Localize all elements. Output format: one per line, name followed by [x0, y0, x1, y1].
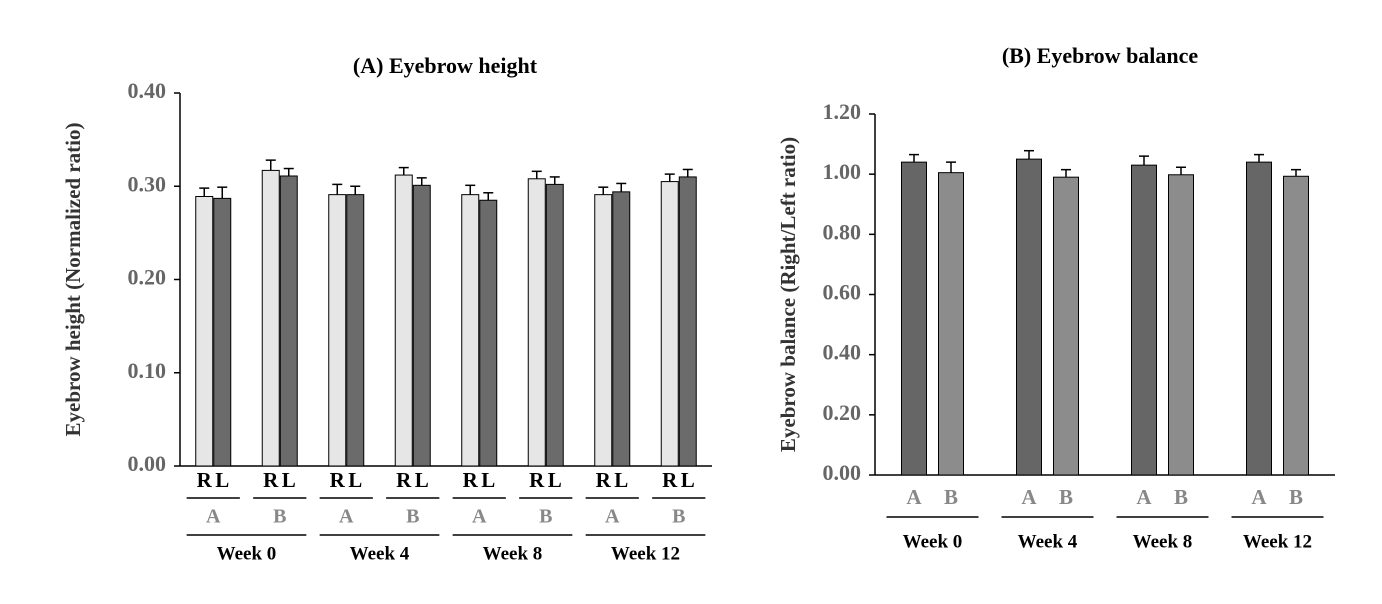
y-tick-label: 0.20: [823, 400, 862, 425]
category-label: B: [406, 506, 419, 528]
category-label: Week 12: [1243, 531, 1312, 552]
bar: [412, 184, 431, 467]
bar-label: A: [906, 485, 922, 509]
y-tick-label: 0.40: [823, 340, 862, 365]
category-label: A: [206, 506, 221, 528]
y-tick-label: 0.60: [823, 280, 862, 305]
bar-label: B: [1174, 485, 1188, 509]
chart-title: (A) Eyebrow height: [353, 53, 538, 78]
bar-label: R: [263, 468, 279, 492]
bar: [901, 161, 927, 476]
bar: [1246, 161, 1272, 476]
bar: [213, 197, 232, 467]
bar: [1053, 176, 1079, 476]
category-label: B: [539, 506, 552, 528]
bar: [346, 194, 365, 467]
bar: [461, 194, 480, 467]
group-label: Week 12: [611, 543, 680, 564]
bar-label: R: [396, 468, 412, 492]
bar-label: A: [1136, 485, 1152, 509]
bar-label: L: [548, 468, 562, 492]
bar: [527, 178, 546, 467]
bar: [1168, 174, 1194, 476]
bar-label: B: [944, 485, 958, 509]
category-label: A: [605, 506, 620, 528]
y-tick-label: 1.00: [823, 159, 862, 184]
chart-title: (B) Eyebrow balance: [1002, 43, 1199, 68]
group-label: Week 0: [217, 543, 277, 564]
y-tick-label: 0.30: [128, 171, 167, 196]
bar-label: R: [197, 468, 213, 492]
y-tick-label: 0.00: [823, 460, 862, 485]
bar-label: L: [681, 468, 695, 492]
bar: [195, 196, 214, 467]
bar: [394, 174, 413, 467]
category-label: B: [672, 506, 685, 528]
y-tick-label: 0.80: [823, 219, 862, 244]
group-label: Week 8: [483, 543, 543, 564]
category-label: Week 0: [903, 531, 963, 552]
bar-label: R: [596, 468, 612, 492]
bar: [660, 181, 679, 467]
bar: [1131, 164, 1157, 476]
bar: [545, 183, 564, 467]
bar: [594, 194, 613, 467]
bar-label: L: [481, 468, 495, 492]
bar-label: L: [614, 468, 628, 492]
bar: [261, 169, 280, 467]
bar-label: A: [1251, 485, 1267, 509]
bar-label: R: [330, 468, 346, 492]
category-label: Week 4: [1018, 531, 1078, 552]
group-label: Week 4: [350, 543, 410, 564]
category-label: A: [339, 506, 354, 528]
bar: [279, 175, 298, 467]
bar: [938, 172, 964, 476]
y-tick-label: 0.40: [128, 78, 167, 103]
bar: [328, 194, 347, 467]
y-tick-label: 0.20: [128, 265, 167, 290]
bar-label: R: [662, 468, 678, 492]
bar: [479, 199, 498, 467]
y-tick-label: 1.20: [823, 99, 862, 124]
bar-label: B: [1289, 485, 1303, 509]
bar: [1016, 158, 1042, 476]
bar: [1283, 175, 1309, 476]
category-label: B: [273, 506, 286, 528]
bar-label: R: [529, 468, 545, 492]
bar: [678, 176, 697, 467]
y-axis-title: Eyebrow height (Normalized ratio): [61, 123, 85, 437]
bar-label: R: [463, 468, 479, 492]
bar-label: L: [348, 468, 362, 492]
bar: [612, 191, 631, 467]
y-axis-title: Eyebrow balance (Right/Left ratio): [776, 137, 800, 452]
bar-label: L: [215, 468, 229, 492]
y-tick-label: 0.00: [128, 451, 167, 476]
bar-label: A: [1021, 485, 1037, 509]
category-label: A: [472, 506, 487, 528]
y-tick-label: 0.10: [128, 358, 167, 383]
bar-label: B: [1059, 485, 1073, 509]
bar-label: L: [282, 468, 296, 492]
bar-label: L: [415, 468, 429, 492]
category-label: Week 8: [1133, 531, 1193, 552]
